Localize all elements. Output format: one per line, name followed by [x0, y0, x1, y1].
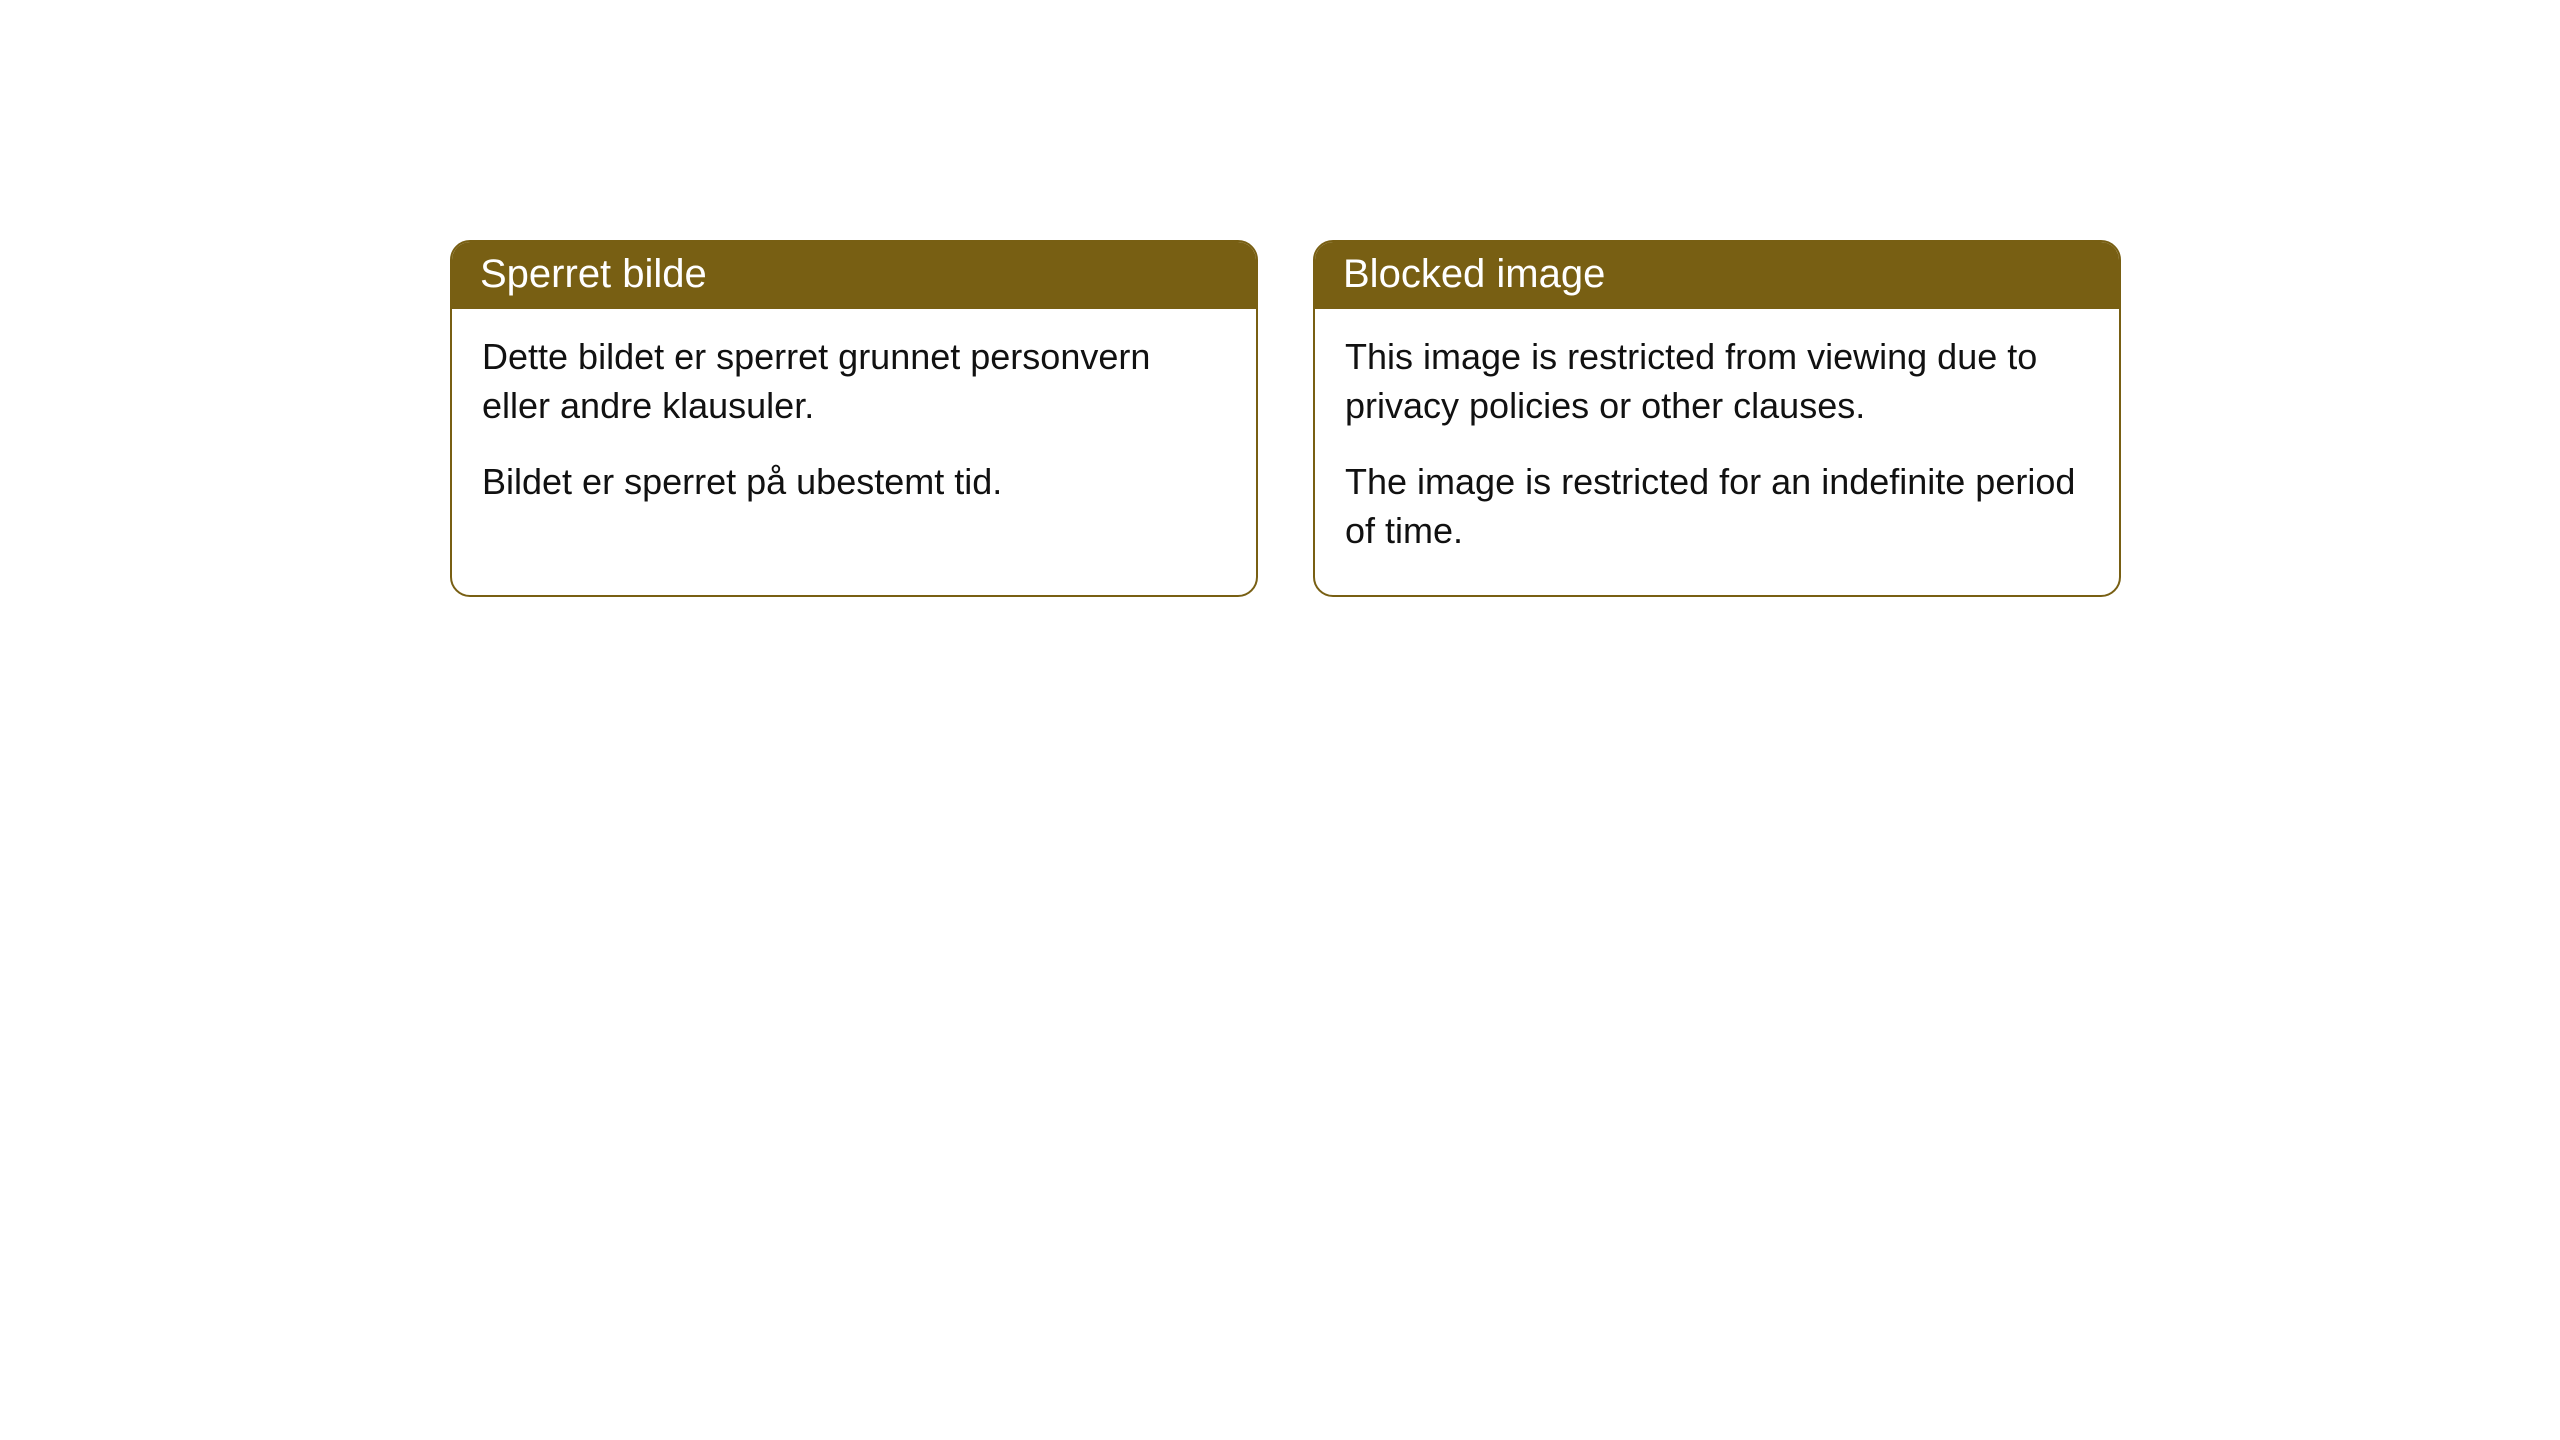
card-header: Blocked image [1315, 242, 2119, 309]
blocked-image-card-en: Blocked image This image is restricted f… [1313, 240, 2121, 597]
card-paragraph: Bildet er sperret på ubestemt tid. [482, 458, 1226, 507]
card-body: Dette bildet er sperret grunnet personve… [452, 309, 1256, 547]
card-body: This image is restricted from viewing du… [1315, 309, 2119, 595]
card-paragraph: The image is restricted for an indefinit… [1345, 458, 2089, 555]
card-paragraph: This image is restricted from viewing du… [1345, 333, 2089, 430]
cards-container: Sperret bilde Dette bildet er sperret gr… [0, 0, 2560, 597]
card-header: Sperret bilde [452, 242, 1256, 309]
card-paragraph: Dette bildet er sperret grunnet personve… [482, 333, 1226, 430]
blocked-image-card-no: Sperret bilde Dette bildet er sperret gr… [450, 240, 1258, 597]
